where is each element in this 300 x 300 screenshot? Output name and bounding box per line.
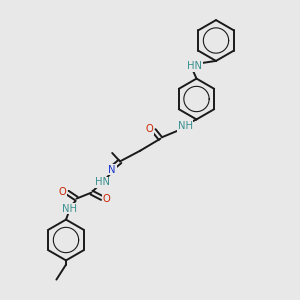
Text: NH: NH (178, 121, 193, 131)
Text: O: O (59, 187, 67, 197)
Text: NH: NH (62, 203, 77, 214)
Text: N: N (109, 165, 116, 175)
Text: HN: HN (94, 177, 110, 187)
Text: O: O (103, 194, 111, 204)
Text: HN: HN (187, 61, 202, 71)
Text: O: O (145, 124, 153, 134)
